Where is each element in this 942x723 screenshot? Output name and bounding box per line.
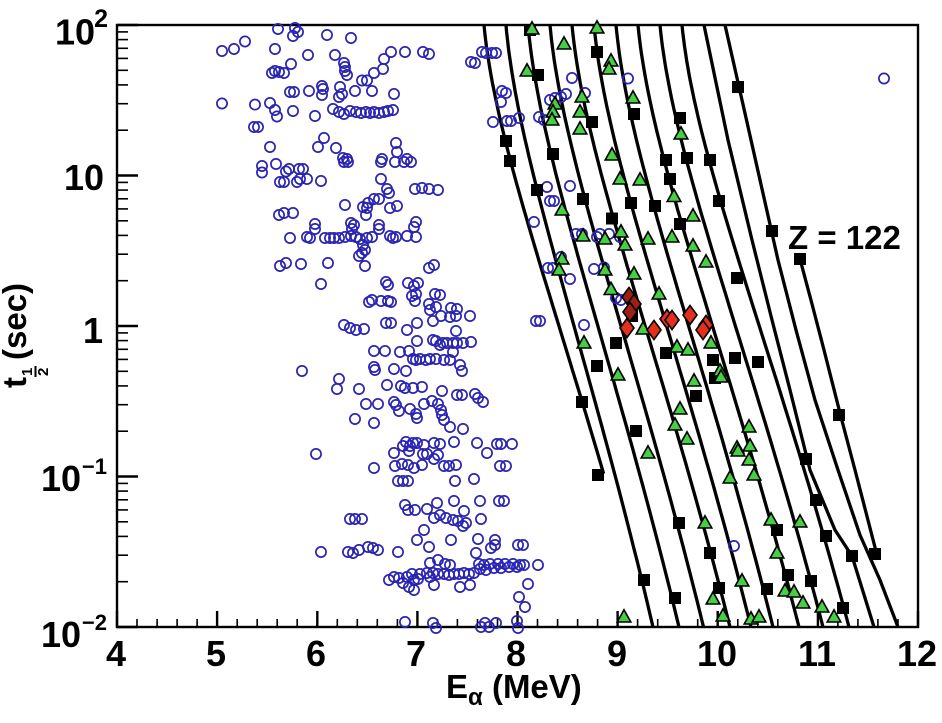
svg-text:12: 12 xyxy=(897,633,937,674)
svg-text:10: 10 xyxy=(41,458,81,499)
svg-text:(sec): (sec) xyxy=(0,283,33,360)
svg-text:10: 10 xyxy=(64,157,104,198)
svg-text:7: 7 xyxy=(406,633,426,674)
svg-text:8: 8 xyxy=(506,633,526,674)
svg-text:2: 2 xyxy=(35,368,52,376)
svg-text:10: 10 xyxy=(41,614,81,655)
svg-text:11: 11 xyxy=(798,633,836,674)
svg-text:9: 9 xyxy=(607,633,627,674)
svg-text:2: 2 xyxy=(94,5,108,33)
svg-text:10: 10 xyxy=(55,12,95,53)
svg-text:1: 1 xyxy=(19,368,36,376)
svg-text:Z = 122: Z = 122 xyxy=(788,219,901,256)
svg-text:−2: −2 xyxy=(82,610,107,635)
svg-text:5: 5 xyxy=(206,633,226,674)
svg-text:−1: −1 xyxy=(82,454,107,479)
svg-text:1: 1 xyxy=(83,310,103,351)
svg-text:4: 4 xyxy=(106,633,126,674)
svg-text:6: 6 xyxy=(306,633,326,674)
svg-text:Eα (MeV): Eα (MeV) xyxy=(446,668,582,711)
svg-text:t: t xyxy=(0,377,33,388)
svg-text:10: 10 xyxy=(697,633,737,674)
